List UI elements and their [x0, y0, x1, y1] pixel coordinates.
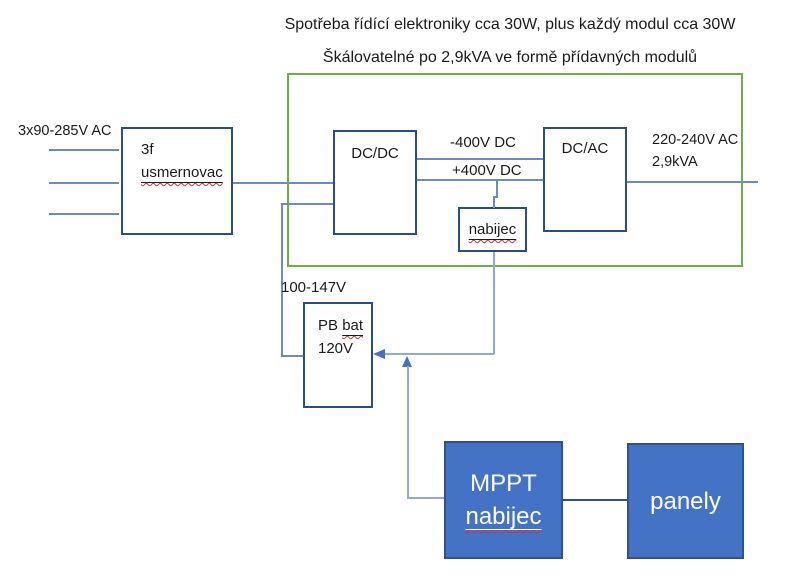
- rectifier-label-line1: 3f: [141, 141, 154, 158]
- dcdc-battery-tap-h1: [281, 203, 333, 205]
- block-dcdc: DC/DC: [333, 130, 417, 235]
- mppt-up-line-v: [407, 366, 409, 498]
- charger-top-connector-jog: [493, 196, 498, 198]
- battery-label-word1: PB: [318, 317, 343, 334]
- dcdc-battery-tap-h2: [281, 355, 303, 357]
- title-line-1: Spotřeba řídící elektroniky cca 30W, plu…: [284, 16, 736, 33]
- label-minus-400v: -400V DC: [450, 134, 516, 151]
- dcdc-battery-tap-v: [281, 203, 283, 356]
- module-frame: [287, 73, 743, 267]
- label-ac-input: 3x90-285V AC: [18, 123, 112, 139]
- ac-input-line-3: [49, 213, 119, 215]
- minus-400v-line: [417, 158, 543, 160]
- ac-input-line-2: [49, 182, 119, 184]
- arrowhead-into-battery: [373, 349, 385, 359]
- ac-input-line-1: [49, 149, 119, 151]
- charger-label: nabijec: [468, 221, 517, 238]
- block-dcac: DC/AC: [543, 127, 627, 232]
- block-panels: panely: [627, 443, 744, 559]
- dcdc-label: DC/DC: [351, 145, 399, 162]
- charger-to-battery-line-h: [383, 353, 494, 355]
- battery-label-line2: 120V: [318, 340, 354, 357]
- mppt-to-panels-line: [563, 499, 627, 501]
- block-rectifier: 3f usmernovac: [121, 127, 233, 235]
- panels-label: panely: [650, 487, 721, 515]
- charger-top-connector-v2: [493, 196, 495, 208]
- rectifier-to-dcdc-line: [233, 182, 333, 184]
- label-ac-output-1: 220-240V AC: [652, 132, 739, 148]
- label-battery-voltage: 100-147V: [281, 279, 347, 296]
- label-ac-output-2: 2,9kVA: [652, 154, 698, 170]
- mppt-label-line2: nabijec: [465, 503, 542, 530]
- dcac-label: DC/AC: [561, 140, 609, 157]
- charger-top-connector-v1: [496, 180, 498, 197]
- plus-400v-line: [417, 179, 543, 181]
- mppt-up-line-h: [407, 497, 444, 499]
- title-line-2: Škálovatelné po 2,9kVA ve formě přídavný…: [322, 49, 698, 66]
- block-mppt-charger: MPPT nabijec: [444, 441, 563, 559]
- block-charger: nabijec: [458, 207, 527, 252]
- rectifier-label-line2: usmernovac: [141, 164, 223, 181]
- label-plus-400v: +400V DC: [452, 162, 522, 179]
- mppt-label-line1: MPPT: [470, 470, 537, 497]
- ac-output-line: [627, 181, 758, 183]
- block-battery: PB bat 120V: [303, 302, 373, 408]
- battery-label-word2: bat: [342, 317, 364, 334]
- arrowhead-up-to-battery-bus: [402, 356, 412, 367]
- charger-to-battery-line-v: [493, 252, 495, 354]
